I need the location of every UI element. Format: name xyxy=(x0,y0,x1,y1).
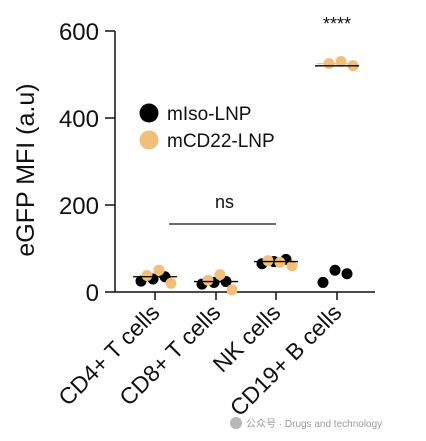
y-tick-label: 200 xyxy=(59,193,99,220)
watermark: 公众号 · Drugs and technology xyxy=(230,417,382,430)
legend-label: mCD22-LNP xyxy=(167,131,275,152)
wechat-icon xyxy=(230,417,242,429)
significance-annotations: ns **** xyxy=(169,14,351,225)
median-lines xyxy=(133,62,359,283)
data-point xyxy=(214,269,226,281)
data-point xyxy=(153,264,165,276)
y-ticks: 0 200 400 600 xyxy=(59,19,115,307)
legend: mIso-LNP mCD22-LNP xyxy=(139,103,275,152)
data-point xyxy=(274,256,286,268)
axes xyxy=(114,31,375,293)
significance-stars: **** xyxy=(323,14,351,34)
data-point xyxy=(202,274,214,286)
data-point xyxy=(165,277,177,289)
data-point xyxy=(329,264,341,276)
y-axis-label: eGFP MFI (a.u) xyxy=(12,83,40,256)
significance-label: ns xyxy=(215,192,234,212)
data-point xyxy=(262,255,274,267)
watermark-text: 公众号 · Drugs and technology xyxy=(246,418,382,430)
data-points xyxy=(135,55,359,296)
data-point xyxy=(286,260,298,272)
data-point xyxy=(226,284,238,296)
legend-label: mIso-LNP xyxy=(167,104,251,125)
legend-marker xyxy=(139,130,159,150)
data-point xyxy=(341,268,353,280)
data-point xyxy=(317,276,329,288)
data-point xyxy=(141,269,153,281)
y-tick-label: 600 xyxy=(59,19,99,46)
y-tick-label: 0 xyxy=(86,280,99,307)
y-tick-label: 400 xyxy=(59,106,99,133)
legend-marker xyxy=(139,103,159,123)
